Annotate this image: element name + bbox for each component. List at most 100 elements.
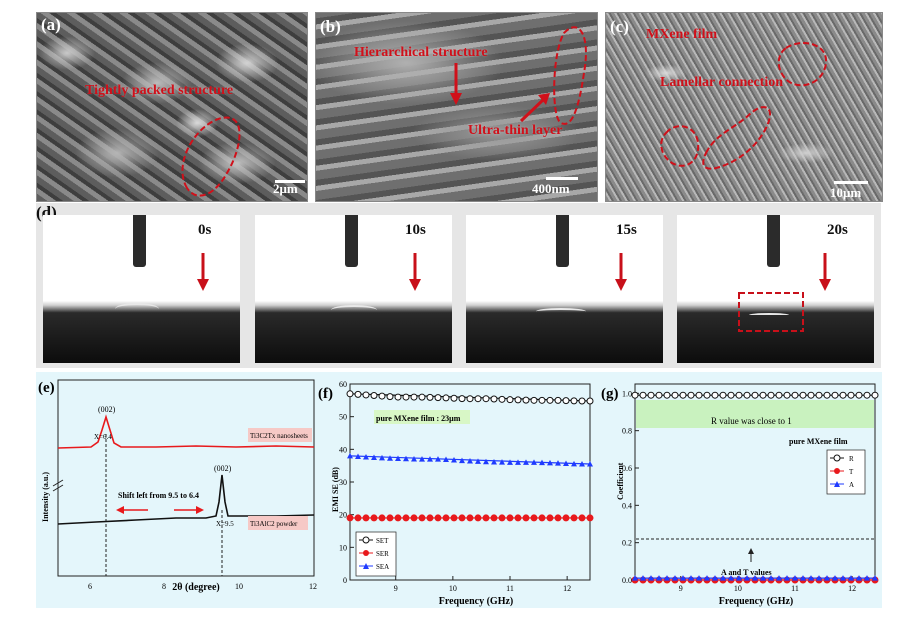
- data-point: [346, 514, 354, 522]
- x-tick-label: 6: [88, 582, 92, 591]
- data-point: [498, 514, 506, 522]
- data-point: [442, 394, 450, 402]
- data-point: [728, 575, 734, 581]
- label-bg: [248, 516, 308, 530]
- data-point: [563, 460, 569, 466]
- data-point: [680, 575, 686, 581]
- data-point: [571, 460, 577, 467]
- y-tick-label: 1.0: [622, 389, 632, 398]
- data-point: [499, 459, 505, 465]
- data-point: [362, 514, 370, 522]
- peak-x-2: X=9.5: [216, 520, 234, 528]
- axis-break-mark: [52, 479, 64, 492]
- data-point: [354, 514, 362, 522]
- y-tick-label: 0.2: [622, 539, 632, 548]
- panel-letter-c: (c): [610, 17, 629, 36]
- data-point: [450, 514, 458, 522]
- sem-image-c: (c) MXene film Lamellar connection 10μm: [605, 12, 883, 202]
- svg-text:R: R: [849, 455, 854, 463]
- note-r: R value was close to 1: [711, 416, 792, 426]
- data-point: [507, 459, 513, 465]
- x-axis-label: Frequency (GHz): [719, 596, 794, 607]
- data-point: [410, 393, 418, 401]
- contact-angle-row: (d) 0s 10s 15s 20s: [36, 203, 881, 368]
- data-point: [776, 575, 782, 581]
- data-point: [554, 396, 562, 404]
- arrow-left-icon: [116, 506, 148, 514]
- y-tick-label: 0.4: [622, 501, 632, 510]
- data-point: [752, 575, 758, 581]
- plot-frame: [57, 379, 315, 577]
- data-point: [807, 391, 815, 399]
- data-point: [711, 391, 719, 399]
- x-tick-label: 10: [449, 584, 457, 593]
- data-point: [720, 575, 726, 581]
- sem-image-a: (a) Tightly packed structure 2μm: [36, 12, 308, 202]
- data-point: [426, 514, 434, 522]
- data-point: [498, 395, 506, 403]
- svg-text:SET: SET: [376, 537, 389, 545]
- data-point: [418, 514, 426, 522]
- data-point: [531, 459, 537, 465]
- data-point: [555, 460, 561, 466]
- label-lamellar: Lamellar connection: [660, 75, 784, 90]
- sem-image-b: (b) Hierarchical structure Ultra-thin la…: [315, 12, 598, 202]
- curve-mxene: [57, 414, 315, 449]
- data-point: [672, 575, 678, 581]
- data-point: [759, 391, 767, 399]
- data-point: [587, 461, 593, 467]
- data-point: [410, 514, 418, 522]
- data-point: [631, 391, 639, 399]
- data-point: [671, 391, 679, 399]
- data-point: [570, 514, 578, 522]
- data-point: [386, 514, 394, 522]
- y-tick-label: 30: [339, 478, 347, 487]
- legend-item: SET: [359, 536, 389, 545]
- data-point: [586, 514, 594, 522]
- series-SEA: [347, 452, 593, 467]
- data-point: [506, 514, 514, 522]
- data-point: [562, 397, 570, 405]
- panel-letter-b: (b): [320, 17, 341, 36]
- data-point: [586, 397, 594, 405]
- needle: [345, 215, 358, 267]
- data-point: [570, 397, 578, 405]
- data-point: [474, 514, 482, 522]
- legend-item: SER: [359, 550, 389, 558]
- band-r: [636, 400, 874, 428]
- series-A: [632, 575, 878, 581]
- data-point: [647, 391, 655, 399]
- curve-max: [57, 474, 315, 525]
- data-point: [663, 391, 671, 399]
- data-point: [482, 514, 490, 522]
- data-point: [530, 396, 538, 404]
- legend-item: R: [830, 454, 854, 463]
- time-label: 15s: [616, 222, 637, 238]
- coefficient-chart: (g) R value was close to 1 pure MXene fi…: [601, 383, 879, 607]
- scale-label-c: 10μm: [830, 185, 862, 200]
- y-tick-label: 0.0: [622, 576, 632, 585]
- x-tick-label: 8: [162, 582, 166, 591]
- data-point: [743, 391, 751, 399]
- label-mxene: Ti3C2Tx nanosheets: [250, 432, 308, 440]
- y-tick-label: 60: [339, 380, 347, 389]
- data-point: [848, 575, 854, 581]
- data-point: [450, 394, 458, 402]
- data-point: [783, 391, 791, 399]
- arrow-down-icon: [409, 253, 421, 291]
- data-point: [466, 395, 474, 403]
- data-point: [435, 456, 441, 462]
- data-point: [442, 514, 450, 522]
- series-SET: [346, 390, 594, 405]
- data-point: [831, 391, 839, 399]
- data-point: [768, 575, 774, 581]
- data-point: [378, 514, 386, 522]
- peak-label-1: (002): [98, 405, 116, 414]
- data-point: [354, 390, 362, 398]
- time-label: 20s: [827, 222, 848, 238]
- data-point: [640, 575, 646, 581]
- series-R: [631, 391, 879, 399]
- annotation-arrows-b: [450, 26, 587, 125]
- data-point: [483, 458, 489, 465]
- data-point: [679, 391, 687, 399]
